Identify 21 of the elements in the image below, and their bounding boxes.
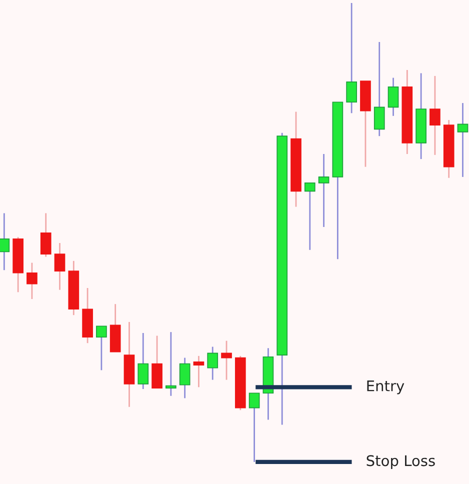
candlestick <box>0 212 10 271</box>
candlestick <box>54 242 66 291</box>
candlestick <box>166 331 176 397</box>
candlestick <box>207 346 218 381</box>
candlestick <box>26 262 38 300</box>
ref-line-label: Stop Loss <box>366 455 435 470</box>
candlestick <box>179 357 190 399</box>
candlestick <box>221 340 232 381</box>
candlestick <box>430 75 440 156</box>
candlestick <box>457 102 468 178</box>
ref-line-label: Entry <box>367 380 404 394</box>
candlestick <box>346 2 357 114</box>
candlestick <box>248 392 260 463</box>
candlestick <box>374 41 385 137</box>
candlestick <box>96 325 107 371</box>
candlestick <box>318 153 330 228</box>
candlestick <box>193 355 204 388</box>
candlestick <box>40 212 52 258</box>
candlestick <box>138 332 149 390</box>
candlestick <box>304 182 316 251</box>
candlestick <box>388 77 399 117</box>
